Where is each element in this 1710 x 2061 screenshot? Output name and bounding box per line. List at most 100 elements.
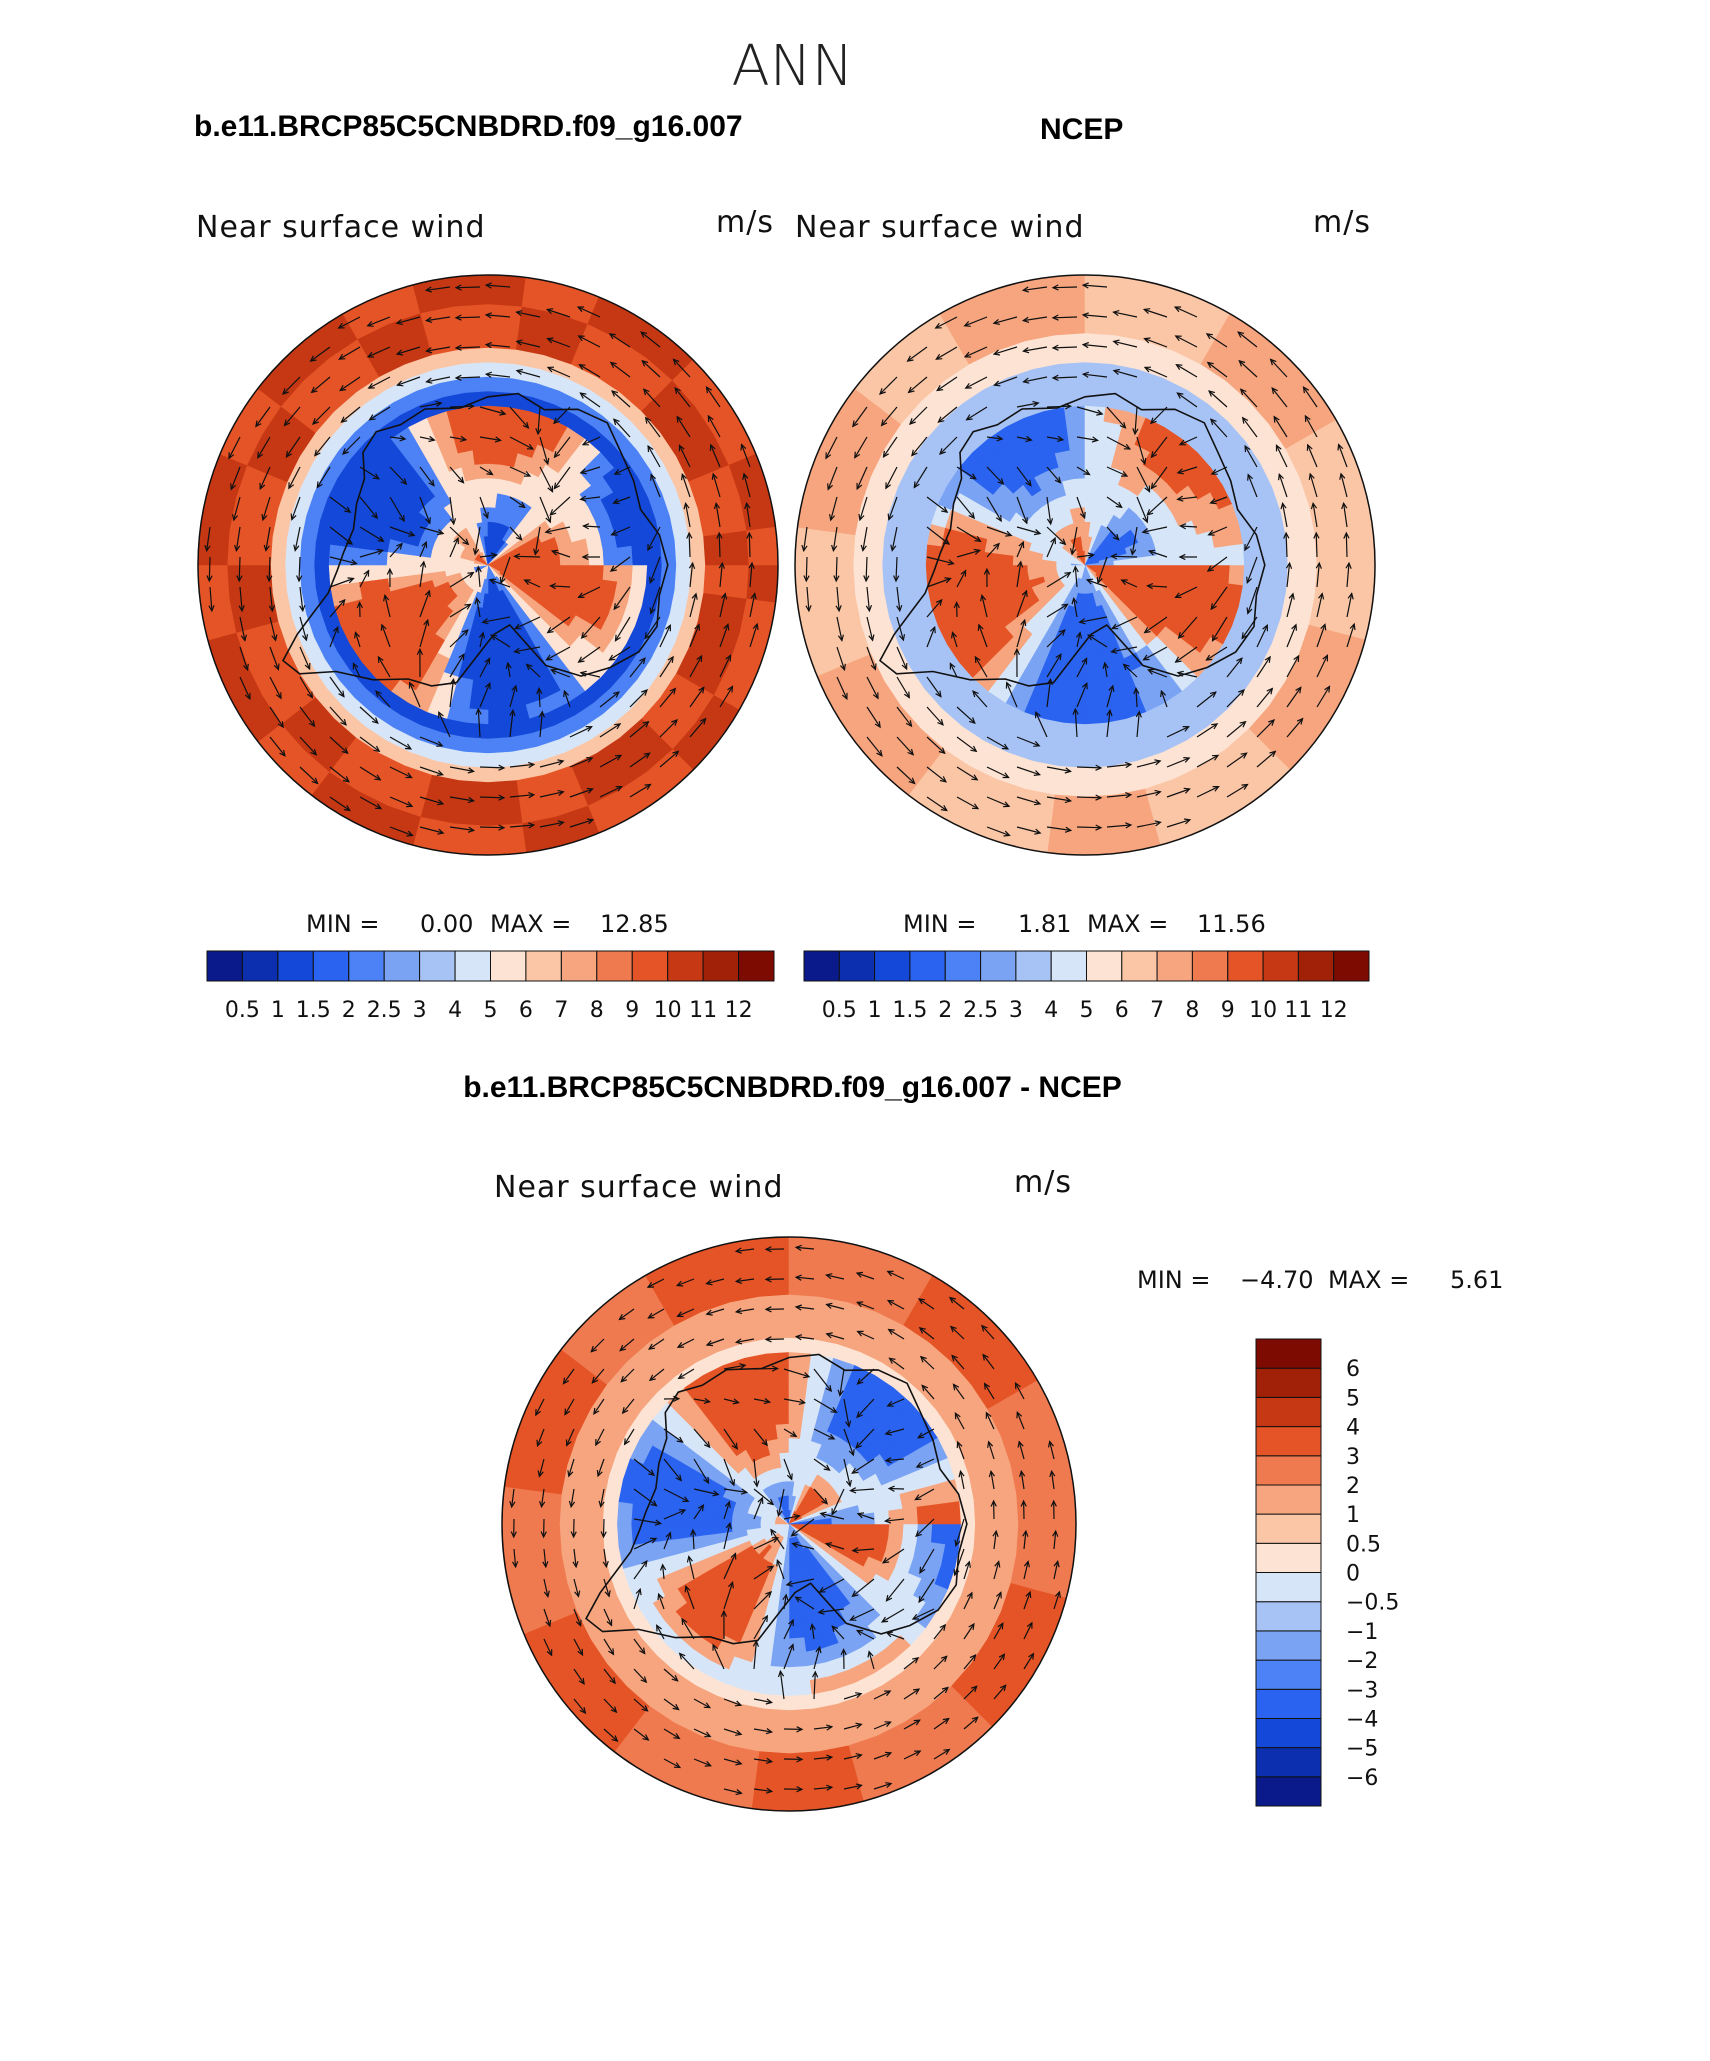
colorbar-1-tick: 6 (519, 998, 533, 1023)
colorbar-1-tick: 3 (413, 998, 427, 1023)
colorbar-2-box (874, 950, 911, 982)
colorbar-1-box (312, 950, 350, 982)
colorbar-2-tick: 1.5 (892, 998, 927, 1023)
coastline-2 (878, 392, 1266, 687)
colorbar-1-box (667, 950, 704, 982)
colorbar-2-tick: 1 (868, 998, 882, 1023)
colorbar-1-box (206, 950, 243, 982)
colorbar-2-tick: 2.5 (963, 998, 998, 1023)
obs-min-label: MIN = (903, 910, 977, 938)
coastline-1 (281, 392, 669, 687)
colorbar-1: 0.5 1 1.5 2 2.5 3 4 5 6 7 8 9 10 11 12 (206, 950, 775, 1023)
colorbar-1-tick: 5 (484, 998, 498, 1023)
colorbar-3-tick: −6 (1346, 1766, 1378, 1791)
colorbar-1-box (525, 950, 562, 982)
colorbar-3-box (1255, 1747, 1322, 1778)
wind-vectors-2 (801, 282, 1356, 837)
colorbar-2-tick: 5 (1080, 998, 1094, 1023)
wind-vectors-3 (509, 1244, 1061, 1796)
colorbar-1-box (631, 950, 669, 982)
colorbar-3-box (1255, 1659, 1322, 1690)
colorbar-2-tick: 3 (1009, 998, 1023, 1023)
obs-max-label: MAX = (1087, 910, 1169, 938)
colorbar-1-tick: 12 (725, 998, 753, 1023)
colorbar-3-box (1255, 1338, 1322, 1369)
colorbar-3-tick: −2 (1346, 1649, 1378, 1674)
colorbar-2-box (909, 950, 946, 982)
colorbar-3-tick: 0.5 (1346, 1532, 1381, 1557)
colorbar-3-box (1255, 1688, 1322, 1720)
obs-max-value: 11.56 (1197, 910, 1266, 938)
colorbar-1-tick: 1.5 (296, 998, 331, 1023)
colorbar-2-tick: 0.5 (822, 998, 857, 1023)
colorbar-3-box (1255, 1630, 1322, 1661)
model-title: b.e11.BRCP85C5CNBDRD.f09_g16.007 (194, 110, 743, 143)
colorbar-2-box (980, 950, 1017, 982)
diff-max-value: 5.61 (1450, 1266, 1504, 1294)
colorbar-3-box (1255, 1396, 1322, 1428)
colorbar-2-tick: 8 (1185, 998, 1199, 1023)
colorbar-3: −6 −5 −4 −3 −2 −1 −0.5 0 0.5 1 2 3 4 5 6 (1255, 1338, 1399, 1807)
wind-vectors-1 (204, 282, 759, 837)
map-border-1 (197, 274, 779, 856)
diff-units-label: m/s (1014, 1165, 1072, 1200)
colorbar-3-tick: 5 (1346, 1386, 1360, 1411)
colorbar-3-box (1255, 1513, 1322, 1544)
colorbar-1-tick: 7 (554, 998, 568, 1023)
obs-variable-label: Near surface wind (795, 210, 1085, 245)
obs-title: NCEP (1040, 113, 1124, 146)
diff-max-label: MAX = (1328, 1266, 1410, 1294)
colorbar-2-box (838, 950, 876, 982)
colorbar-2-tick: 9 (1221, 998, 1235, 1023)
model-min-value: 0.00 (420, 910, 474, 938)
colorbar-1-tick: 9 (625, 998, 639, 1023)
colorbar-3-tick: −5 (1346, 1737, 1378, 1762)
colorbar-3-tick: 6 (1346, 1357, 1360, 1382)
season-title: ANN (731, 34, 854, 99)
colorbar-3-tick: 2 (1346, 1474, 1360, 1499)
colorbar-2-tick: 4 (1044, 998, 1058, 1023)
polar-map-1 (197, 274, 779, 856)
polar-map-3 (501, 1236, 1077, 1812)
colorbar-3-tick: −1 (1346, 1620, 1378, 1645)
coastline-3 (585, 1353, 968, 1645)
colorbar-3-box (1255, 1426, 1322, 1457)
colorbar-1-tick: 10 (654, 998, 682, 1023)
colorbar-2-tick: 2 (938, 998, 952, 1023)
colorbar-3-box (1255, 1367, 1322, 1398)
colorbar-1-tick: 2.5 (367, 998, 402, 1023)
colorbar-3-tick: −3 (1346, 1678, 1378, 1703)
colorbar-3-tick: 1 (1346, 1503, 1360, 1528)
polar-map-2 (794, 274, 1376, 856)
colorbar-2-box (1121, 950, 1158, 982)
diff-title: b.e11.BRCP85C5CNBDRD.f09_g16.007 - NCEP (463, 1071, 1122, 1104)
diff-variable-label: Near surface wind (494, 1170, 784, 1205)
colorbar-2-box (1262, 950, 1299, 982)
colorbar-3-box (1255, 1717, 1322, 1749)
colorbar-2-box (1297, 950, 1335, 982)
colorbar-1-tick: 1 (271, 998, 285, 1023)
colorbar-2-box (1191, 950, 1229, 982)
colorbar-1-box (348, 950, 385, 982)
obs-units-label: m/s (1313, 205, 1371, 240)
colorbar-3-box (1255, 1601, 1322, 1632)
colorbar-3-tick: −4 (1346, 1707, 1378, 1732)
colorbar-1-tick: 4 (448, 998, 462, 1023)
colorbar-3-tick: −0.5 (1346, 1591, 1399, 1616)
model-max-value: 12.85 (600, 910, 669, 938)
map-border-3 (501, 1236, 1077, 1812)
colorbar-2-tick: 7 (1150, 998, 1164, 1023)
colorbar-2: 0.5 1 1.5 2 2.5 3 4 5 6 7 8 9 10 11 12 (803, 950, 1370, 1023)
colorbar-1-box (241, 950, 279, 982)
model-variable-label: Near surface wind (196, 210, 486, 245)
colorbar-3-tick: 0 (1346, 1562, 1360, 1587)
colorbar-3-box (1255, 1776, 1322, 1807)
colorbar-3-box (1255, 1542, 1322, 1574)
colorbar-1-box (738, 950, 775, 982)
colorbar-1-tick: 11 (689, 998, 717, 1023)
colorbar-2-box (1050, 950, 1087, 982)
model-max-label: MAX = (490, 910, 572, 938)
colorbar-1-box (277, 950, 314, 982)
colorbar-3-box (1255, 1484, 1322, 1515)
colorbar-3-tick: 4 (1346, 1416, 1360, 1441)
